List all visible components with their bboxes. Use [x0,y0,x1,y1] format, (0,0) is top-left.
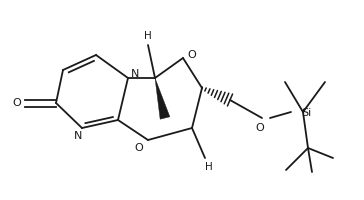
Text: Si: Si [301,108,311,118]
Text: O: O [13,98,21,108]
Text: H: H [144,31,152,41]
Text: O: O [187,50,196,60]
Text: O: O [256,123,264,133]
Text: O: O [135,143,143,153]
Text: N: N [131,69,139,79]
Text: H: H [205,162,213,172]
Polygon shape [155,78,170,119]
Text: N: N [74,131,82,141]
